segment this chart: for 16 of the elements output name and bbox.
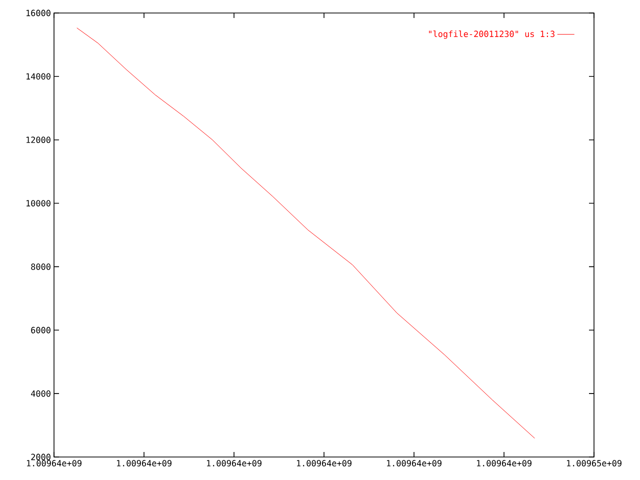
y-tick-label: 14000 bbox=[26, 73, 50, 80]
x-tick-label: 1.00964e+09 bbox=[116, 460, 172, 466]
x-tick-label: 1.00964e+09 bbox=[26, 460, 82, 466]
y-tick-label: 8000 bbox=[31, 264, 50, 270]
y-tick-label: 6000 bbox=[31, 326, 50, 334]
x-tick-label: 1.00964e+09 bbox=[386, 460, 442, 466]
x-tick-label: 1.00964e+09 bbox=[206, 460, 262, 466]
y-tick-label: 16000 bbox=[26, 10, 50, 16]
x-tick-label: 1.00965e+09 bbox=[566, 460, 622, 466]
y-tick-label: 10000 bbox=[26, 200, 50, 206]
legend-label: "logfile-20011230" us 1:3 bbox=[429, 30, 554, 39]
x-tick-label: 1.00964e+09 bbox=[296, 460, 352, 466]
y-tick-label: 4000 bbox=[31, 390, 50, 397]
x-tick-label: 1.00964e+09 bbox=[476, 460, 532, 466]
y-tick-label: 12000 bbox=[26, 136, 50, 144]
y-tick-label: 2000 bbox=[31, 454, 50, 460]
